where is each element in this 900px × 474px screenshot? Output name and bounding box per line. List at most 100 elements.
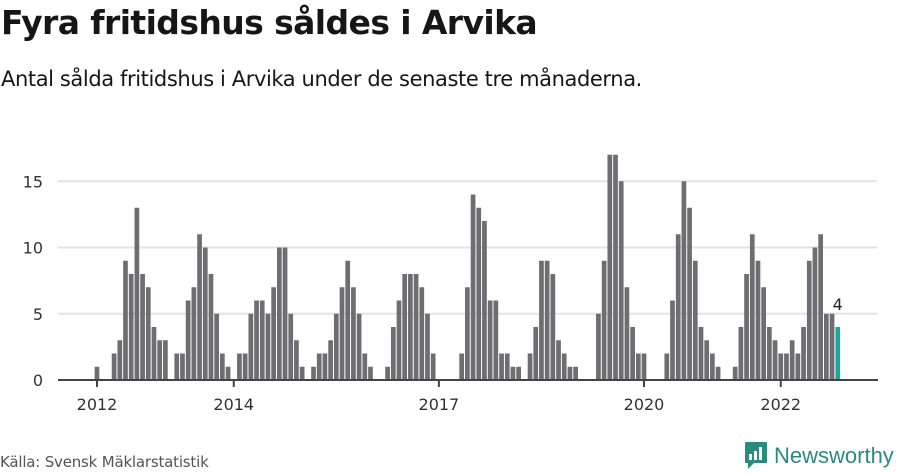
bar: [772, 340, 778, 380]
bar: [259, 300, 265, 380]
bar: [732, 366, 738, 380]
bar: [635, 353, 641, 380]
bar: [641, 353, 647, 380]
bar: [812, 247, 818, 380]
bar: [630, 327, 635, 380]
bar: [596, 313, 601, 380]
bar: [749, 234, 755, 380]
bar: [789, 340, 795, 380]
bar: [225, 366, 231, 380]
bar: [687, 207, 692, 380]
bar: [134, 207, 140, 380]
bar: [425, 313, 430, 380]
bar: [795, 353, 801, 380]
bars: [94, 154, 841, 380]
x-axis-ticks: 2012 2014 2017 2020 2022: [77, 380, 801, 414]
bar: [123, 260, 128, 380]
bar: [191, 287, 197, 380]
bar: [345, 260, 351, 380]
bar: [254, 300, 259, 380]
bar: [94, 366, 100, 380]
bar: [294, 340, 299, 380]
newsworthy-logo-icon: [745, 442, 767, 469]
chart-subtitle: Antal sålda fritidshus i Arvika under de…: [1, 67, 642, 91]
bar: [163, 340, 168, 380]
x-tick-label: 2017: [419, 395, 460, 414]
bar: [276, 247, 282, 380]
bar: [567, 366, 573, 380]
bar: [128, 274, 134, 380]
bar: [322, 353, 328, 380]
bar: [111, 353, 117, 380]
bar: [573, 366, 578, 380]
chart-title: Fyra fritidshus såldes i Arvika: [1, 3, 538, 42]
bar: [618, 181, 624, 380]
bar: [408, 274, 413, 380]
bar: [402, 274, 408, 380]
bar: [419, 287, 425, 380]
bar: [282, 247, 288, 380]
bar: [681, 181, 687, 380]
bar: [698, 327, 704, 380]
y-tick-label: 5: [33, 305, 43, 324]
bar: [744, 274, 749, 380]
bar: [482, 221, 487, 380]
bar: [145, 287, 151, 380]
bar: [465, 287, 470, 380]
bar: [180, 353, 185, 380]
bar: [527, 353, 533, 380]
bar: [613, 154, 618, 380]
bar: [265, 313, 271, 380]
y-tick-label: 10: [23, 239, 43, 258]
bar: [333, 313, 339, 380]
x-tick-label: 2014: [213, 395, 254, 414]
bar: [801, 327, 806, 380]
bar: [157, 340, 163, 380]
bar: [664, 353, 670, 380]
bar: [806, 260, 812, 380]
last-value-label: 4: [833, 295, 843, 314]
bar: [556, 340, 561, 380]
newsworthy-brand-text: Newsworthy: [774, 443, 894, 468]
bar: [544, 260, 550, 380]
bar: [504, 353, 510, 380]
bar: [550, 274, 556, 380]
bar: [316, 353, 322, 380]
bar: [778, 353, 784, 380]
bar: [117, 340, 123, 380]
bar: [459, 353, 465, 380]
bar: [692, 260, 698, 380]
bar: [767, 327, 772, 380]
bar: [339, 287, 345, 380]
bar-latest: [835, 327, 841, 380]
bar: [539, 260, 544, 380]
bar: [351, 287, 356, 380]
bar: [220, 353, 225, 380]
bar: [601, 260, 607, 380]
bar: [607, 154, 613, 380]
bar: [675, 234, 681, 380]
bar: [493, 300, 499, 380]
y-tick-label: 0: [33, 371, 43, 390]
bar: [761, 287, 767, 380]
bar: [185, 300, 191, 380]
bar: [470, 194, 476, 380]
bar: [533, 327, 539, 380]
bar: [214, 313, 220, 380]
bar: [174, 353, 180, 380]
source-note: Källa: Svensk Mäklarstatistik: [0, 453, 209, 471]
newsworthy-logo: Newsworthy: [744, 441, 894, 471]
bar: [476, 207, 482, 380]
y-axis-ticks: 0 5 10 15: [23, 172, 43, 390]
y-tick-label: 15: [23, 172, 43, 191]
bar: [140, 274, 145, 380]
bar: [704, 340, 710, 380]
bar: [738, 327, 744, 380]
bar: [311, 366, 316, 380]
bar: [413, 274, 419, 380]
x-tick-label: 2022: [760, 395, 801, 414]
bar: [755, 260, 761, 380]
x-tick-label: 2012: [77, 395, 118, 414]
bar: [390, 327, 396, 380]
